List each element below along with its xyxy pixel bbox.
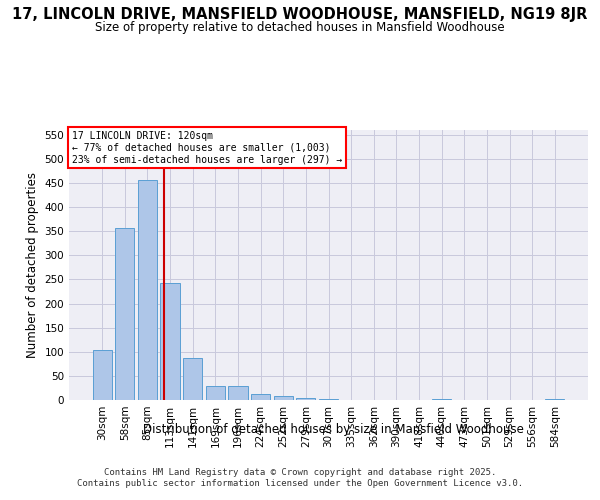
Text: Size of property relative to detached houses in Mansfield Woodhouse: Size of property relative to detached ho… xyxy=(95,22,505,35)
Bar xyxy=(115,228,134,400)
Bar xyxy=(432,398,451,400)
Bar xyxy=(274,396,293,400)
Bar xyxy=(92,350,112,400)
Bar xyxy=(206,386,225,400)
Bar xyxy=(296,398,316,400)
Text: Contains HM Land Registry data © Crown copyright and database right 2025.
Contai: Contains HM Land Registry data © Crown c… xyxy=(77,468,523,487)
Bar xyxy=(138,180,157,400)
Bar xyxy=(251,394,270,400)
Text: 17, LINCOLN DRIVE, MANSFIELD WOODHOUSE, MANSFIELD, NG19 8JR: 17, LINCOLN DRIVE, MANSFIELD WOODHOUSE, … xyxy=(13,8,587,22)
Text: 17 LINCOLN DRIVE: 120sqm
← 77% of detached houses are smaller (1,003)
23% of sem: 17 LINCOLN DRIVE: 120sqm ← 77% of detach… xyxy=(71,132,342,164)
Bar xyxy=(545,398,565,400)
Bar xyxy=(160,283,180,400)
Bar xyxy=(319,398,338,400)
Y-axis label: Number of detached properties: Number of detached properties xyxy=(26,172,39,358)
Text: Distribution of detached houses by size in Mansfield Woodhouse: Distribution of detached houses by size … xyxy=(143,422,523,436)
Bar xyxy=(183,358,202,400)
Bar xyxy=(229,386,248,400)
